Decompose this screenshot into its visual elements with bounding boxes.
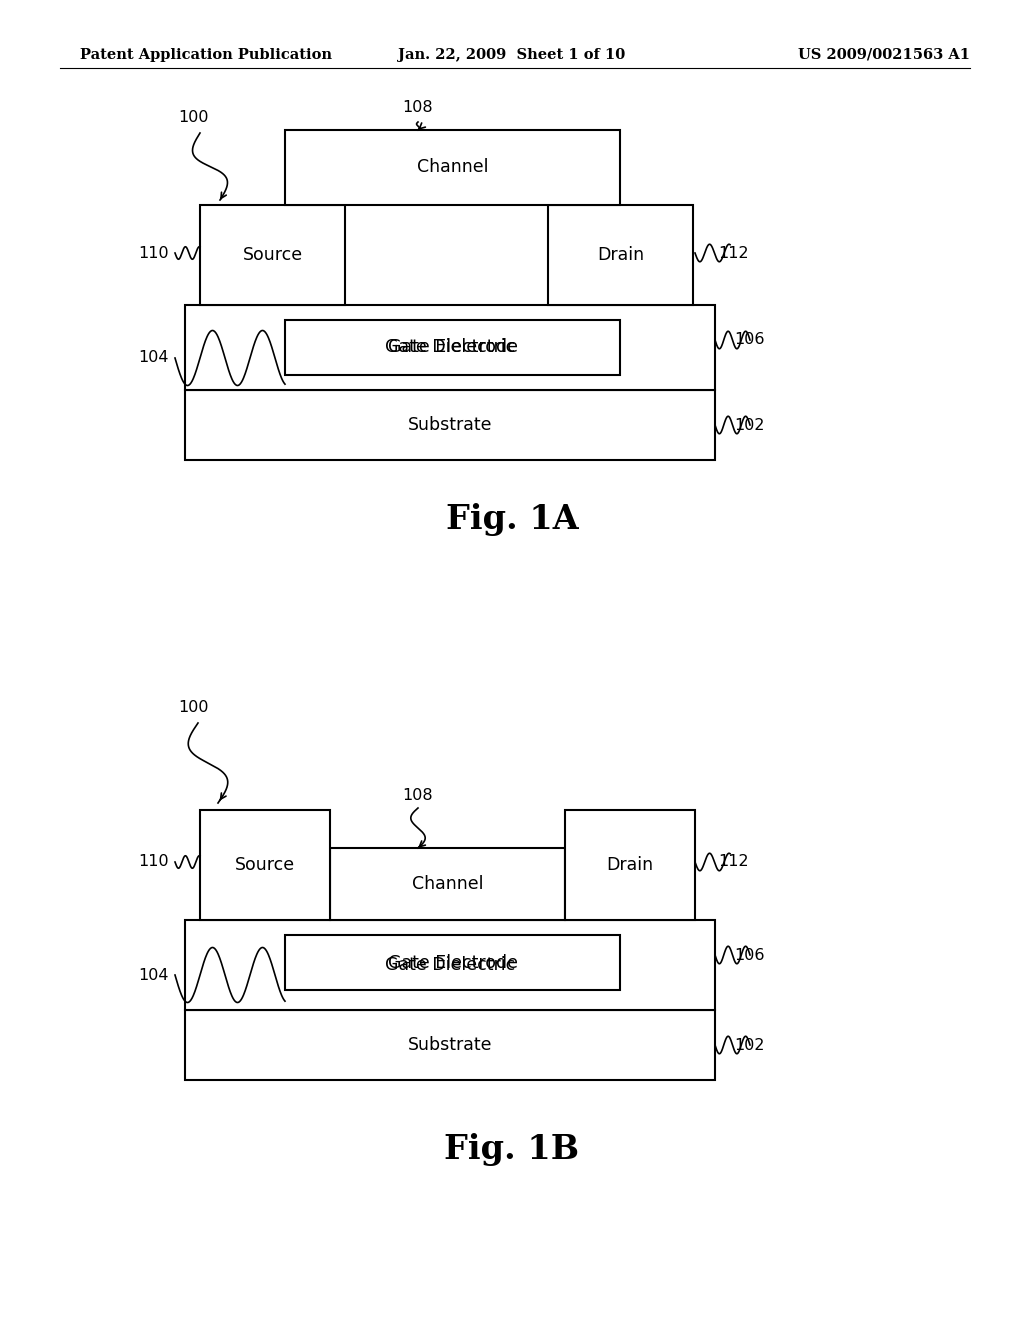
Text: 106: 106: [735, 333, 765, 347]
Text: Gate Dielectric: Gate Dielectric: [385, 956, 515, 974]
Bar: [185, 389, 715, 459]
Text: Fig. 1A: Fig. 1A: [445, 503, 579, 536]
Text: 104: 104: [138, 968, 169, 982]
Text: Channel: Channel: [417, 158, 488, 177]
Text: 106: 106: [735, 948, 765, 962]
Text: Patent Application Publication: Patent Application Publication: [80, 48, 332, 62]
Text: Source: Source: [234, 855, 295, 874]
Bar: [285, 935, 620, 990]
Bar: [200, 810, 330, 920]
Text: 108: 108: [402, 788, 433, 803]
Bar: [330, 847, 565, 920]
Text: 112: 112: [719, 854, 750, 870]
Text: Fig. 1B: Fig. 1B: [444, 1134, 580, 1167]
Text: 110: 110: [138, 246, 169, 260]
Text: Channel: Channel: [412, 875, 483, 894]
Text: 104: 104: [138, 351, 169, 366]
Bar: [200, 205, 345, 305]
Text: Source: Source: [243, 246, 302, 264]
Text: 110: 110: [138, 854, 169, 870]
Text: 108: 108: [402, 100, 433, 116]
Text: Substrate: Substrate: [408, 1036, 493, 1053]
Bar: [185, 920, 715, 1010]
Text: 100: 100: [178, 111, 208, 125]
Text: 100: 100: [178, 701, 208, 715]
Bar: [285, 129, 620, 205]
Text: US 2009/0021563 A1: US 2009/0021563 A1: [798, 48, 970, 62]
Bar: [548, 205, 693, 305]
Bar: [185, 1010, 715, 1080]
Text: 112: 112: [719, 246, 750, 260]
Bar: [285, 319, 620, 375]
Text: 102: 102: [735, 417, 765, 433]
Bar: [565, 810, 695, 920]
Text: Gate Electrode: Gate Electrode: [387, 953, 517, 972]
Text: Jan. 22, 2009  Sheet 1 of 10: Jan. 22, 2009 Sheet 1 of 10: [398, 48, 626, 62]
Text: 102: 102: [735, 1038, 765, 1052]
Text: Drain: Drain: [597, 246, 644, 264]
Text: Substrate: Substrate: [408, 416, 493, 434]
Bar: [185, 305, 715, 389]
Text: Gate Dielectric: Gate Dielectric: [385, 338, 515, 356]
Text: Gate Electrode: Gate Electrode: [387, 338, 517, 356]
Text: Drain: Drain: [606, 855, 653, 874]
